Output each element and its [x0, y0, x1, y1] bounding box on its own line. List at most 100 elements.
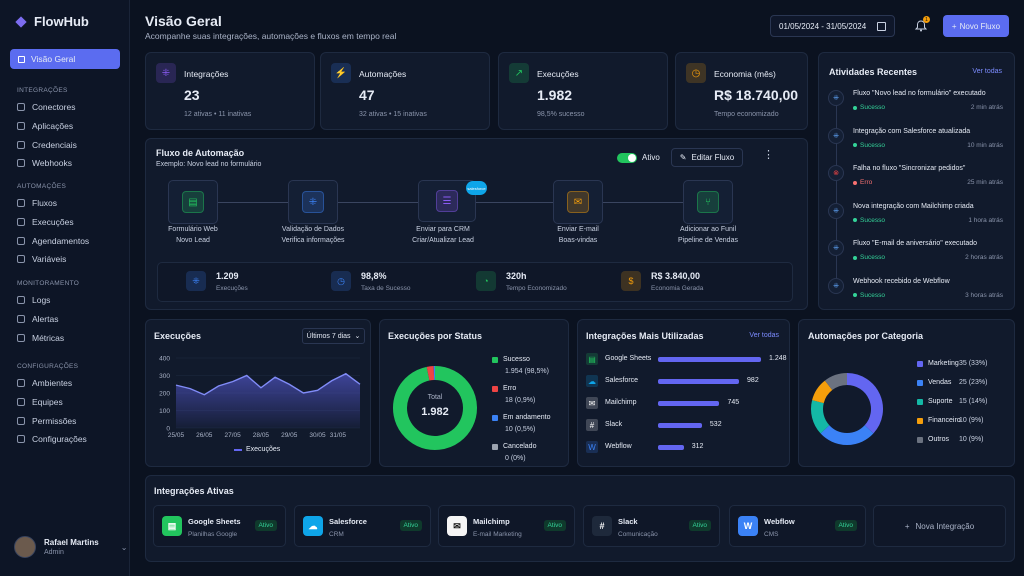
status-label: Sucesso: [860, 104, 885, 111]
sidebar-item-label: Aplicações: [32, 121, 74, 131]
metric-label: Tempo Economizado: [506, 285, 567, 292]
activity-item[interactable]: ⁜ Webhook recebido de Webflow Sucesso 3 hor…: [828, 274, 1003, 306]
integration-usage-row[interactable]: W Webflow 312: [586, 440, 786, 456]
nav-icon: [17, 159, 25, 167]
flow-active-toggle[interactable]: [617, 153, 637, 163]
sidebar-item-conectores[interactable]: Conectores: [17, 102, 75, 112]
flow-node-subtitle: Verifica informações: [281, 237, 345, 244]
new-integration-label: Nova Integração: [915, 521, 975, 531]
activity-item[interactable]: ⁜ Fluxo "E-mail de aniversário" executado…: [828, 236, 1003, 268]
user-menu[interactable]: Rafael Martins Admin ⌄: [14, 536, 127, 558]
executions-chart-card: Execuções Últimos 7 dias ⌄ 0 100 200 300 400 2…: [145, 319, 371, 467]
new-integration-button[interactable]: + Nova Integração: [873, 505, 1006, 547]
donut-center-value: 1.982: [421, 406, 449, 418]
flow-connector: [218, 202, 288, 203]
flow-node-3[interactable]: ✉: [553, 180, 603, 224]
flow-metric-2: ◔ 320h Tempo Economizado: [476, 263, 606, 303]
activity-item[interactable]: ⁜ Fluxo "Novo lead no formulário" executa…: [828, 86, 1003, 118]
status-dot: [853, 293, 857, 297]
notifications-button[interactable]: 1: [910, 15, 932, 37]
sidebar-item-label: Execuções: [32, 217, 74, 227]
stat-value: 47: [359, 87, 375, 103]
sidebar-item-metricas[interactable]: Métricas: [17, 333, 64, 343]
sidebar-item-logs[interactable]: Logs: [17, 295, 50, 305]
legend-value: 1.954 (98,5%): [505, 368, 549, 375]
integration-usage-row[interactable]: ▤ Google Sheets 1.248: [586, 352, 787, 368]
period-select[interactable]: Últimos 7 dias ⌄: [302, 328, 365, 344]
sidebar-item-agendamentos[interactable]: Agendamentos: [17, 236, 89, 246]
new-flow-button[interactable]: + Novo Fluxo: [943, 15, 1009, 37]
sidebar-item-webhooks[interactable]: Webhooks: [17, 158, 72, 168]
sidebar-item-execucoes[interactable]: Execuções: [17, 217, 74, 227]
legend-label: Financeiro: [928, 417, 961, 424]
legend-label: Suporte: [928, 398, 953, 405]
stat-subtext: Tempo economizado: [714, 111, 779, 118]
y-tick-label: 300: [159, 373, 170, 380]
sidebar-item-credenciais[interactable]: Credenciais: [17, 140, 77, 150]
period-select-value: Últimos 7 dias: [306, 332, 351, 340]
integration-usage-row[interactable]: ✉ Mailchimp 745: [586, 396, 786, 412]
integration-name: Google Sheets: [605, 355, 652, 362]
integration-card-mailchimp[interactable]: ✉ Mailchimp E-mail Marketing Ativo: [438, 505, 575, 547]
status-donut-chart: [393, 366, 477, 450]
sidebar-item-label: Configurações: [32, 434, 87, 444]
nav-icon: [17, 199, 25, 207]
usage-value: 532: [709, 421, 722, 428]
flow-node-subtitle: Boas-vindas: [558, 237, 598, 244]
x-tick-label: 27/05: [224, 432, 241, 439]
flow-node-0[interactable]: ▤: [168, 180, 218, 224]
more-options-icon[interactable]: ⋮: [763, 148, 774, 161]
executions-area-chart: 0 100 200 300 400 25/05 26/05 27/05 28/05 29/05 30…: [159, 356, 361, 439]
sidebar-item-permissoes[interactable]: Permissões: [17, 416, 76, 426]
status-chart-card: Execuções por Status Total 1.982 Sucesso…: [379, 319, 569, 467]
activity-item[interactable]: ⁜ Integração com Salesforce atualizada Suc…: [828, 124, 1003, 156]
sidebar-item-visao-geral[interactable]: Visão Geral: [10, 49, 120, 69]
plus-icon: +: [904, 521, 910, 531]
integration-card-webflow[interactable]: W Webflow CMS Ativo: [729, 505, 866, 547]
activity-item[interactable]: ⁜ Nova integração com Mailchimp criada Suc…: [828, 199, 1003, 231]
activity-see-all-link[interactable]: Ver todas: [972, 68, 1002, 75]
sidebar-item-alertas[interactable]: Alertas: [17, 314, 58, 324]
integration-card-slack[interactable]: # Slack Comunicação Ativo: [583, 505, 720, 547]
sidebar-item-equipes[interactable]: Equipes: [17, 397, 63, 407]
metric-value: 1.209: [216, 271, 239, 281]
metric-value: 320h: [506, 271, 527, 281]
sidebar-item-label: Métricas: [32, 333, 65, 343]
integration-category: CRM: [329, 531, 344, 538]
legend-swatch: [917, 379, 923, 386]
integration-card-salesforce[interactable]: ☁ Salesforce CRM Ativo: [294, 505, 431, 547]
flow-node-icon: ▤: [182, 191, 204, 213]
legend-value: 10 (9%): [959, 436, 984, 443]
integration-usage-row[interactable]: # Slack 532: [586, 418, 786, 434]
network-icon: ⁜: [156, 63, 176, 83]
sidebar-section-title: CONFIGURAÇÕES: [17, 363, 79, 370]
sidebar-item-fluxos[interactable]: Fluxos: [17, 198, 57, 208]
stat-label: Economia (mês): [714, 69, 776, 79]
category-legend-item: Marketing: [917, 360, 959, 367]
date-range-picker[interactable]: 01/05/2024 - 31/05/2024: [770, 15, 895, 37]
stat-card-3: ◷ Economia (mês) R$ 18.740,00 Tempo economi…: [675, 52, 808, 130]
top-integrations-see-all-link[interactable]: Ver todas: [749, 332, 779, 339]
flow-node-title: Validação de Dados: [281, 226, 345, 233]
activity-status: Sucesso: [853, 292, 885, 299]
legend-value: 0 (0%): [505, 455, 526, 462]
flow-node-1[interactable]: ⁜: [288, 180, 338, 224]
edit-flow-button[interactable]: ✎ Editar Fluxo: [671, 148, 743, 167]
sidebar-item-ambientes[interactable]: Ambientes: [17, 378, 72, 388]
usage-bar: [658, 445, 684, 450]
stat-card-1: ⚡ Automações 47 32 ativas • 15 inativas: [320, 52, 490, 130]
sidebar-item-aplicacoes[interactable]: Aplicações: [17, 121, 73, 131]
stat-card-0: ⁜ Integrações 23 12 ativas • 11 inativas: [145, 52, 315, 130]
integration-card-googlesheets[interactable]: ▤ Google Sheets Planilhas Google Ativo: [153, 505, 286, 547]
activity-item[interactable]: ⊗ Falha no fluxo "Sincronizar pedidos" Err…: [828, 161, 1003, 193]
sidebar-item-label: Alertas: [32, 314, 59, 324]
sidebar-item-configuracoes[interactable]: Configurações: [17, 434, 87, 444]
logo[interactable]: FlowHub: [14, 14, 89, 29]
activity-status: Sucesso: [853, 104, 885, 111]
sidebar-item-variaveis[interactable]: Variáveis: [17, 254, 66, 264]
flow-node-title: Enviar E-mail: [557, 226, 599, 233]
flow-node-4[interactable]: ⑂: [683, 180, 733, 224]
integration-usage-row[interactable]: ☁ Salesforce 982: [586, 374, 786, 390]
exec-icon: ⁜: [186, 271, 206, 291]
stat-card-2: ↗ Execuções 1.982 98,5% sucesso: [498, 52, 668, 130]
